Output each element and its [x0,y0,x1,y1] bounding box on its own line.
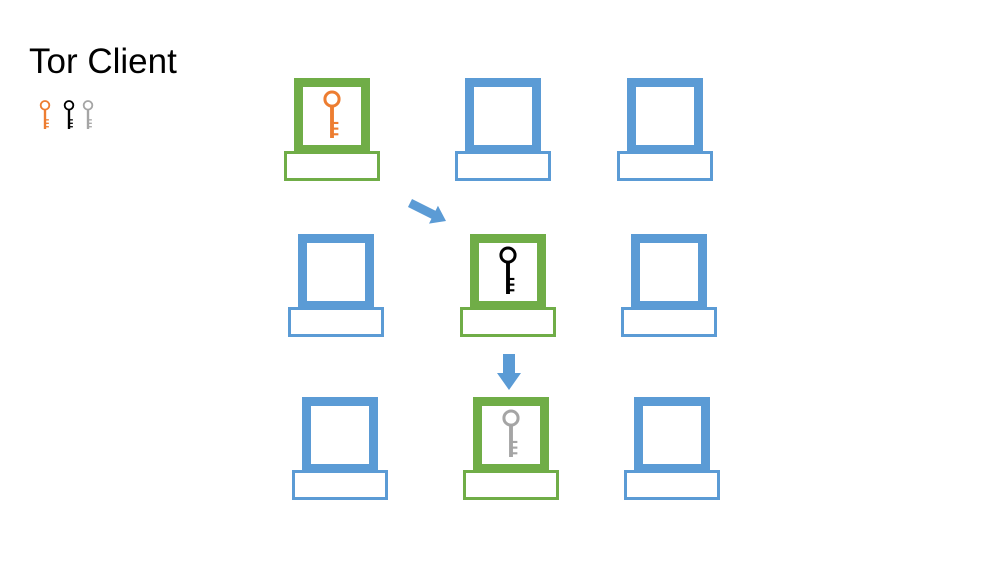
computer-base-inner [466,473,556,497]
relay-computer-r2c2 [460,234,556,337]
legend-key-exit-icon [82,100,94,129]
relay-computer-r2c3 [621,234,717,337]
computer-base-inner [627,473,717,497]
computer-base-inner [291,310,381,334]
computer-base-inner [295,473,385,497]
computer-base-inner [624,310,714,334]
monitor-screen [311,406,369,464]
computer-base-inner [463,310,553,334]
relay-computer-r3c2 [463,397,559,500]
computer-base-inner [287,154,377,178]
relay-computer-r1c1 [284,78,380,181]
relay-computer-r2c1 [288,234,384,337]
monitor-screen [307,243,365,301]
relay-computer-r1c2 [455,78,551,181]
key-guard-icon [323,90,341,138]
key-exit-icon [502,409,520,457]
computer-base-inner [458,154,548,178]
monitor-screen [636,87,694,145]
monitor-screen [474,87,532,145]
relay-computer-r1c3 [617,78,713,181]
path-arrow-diagonal [407,198,446,224]
path-arrow-down [497,354,521,390]
relay-computer-r3c3 [624,397,720,500]
monitor-screen [643,406,701,464]
relay-computer-r3c1 [292,397,388,500]
key-middle-icon [499,246,517,294]
computer-base-inner [620,154,710,178]
slide-title: Tor Client [29,42,177,81]
legend-key-guard-icon [39,100,51,129]
legend-key-middle-icon [63,100,75,129]
monitor-screen [640,243,698,301]
